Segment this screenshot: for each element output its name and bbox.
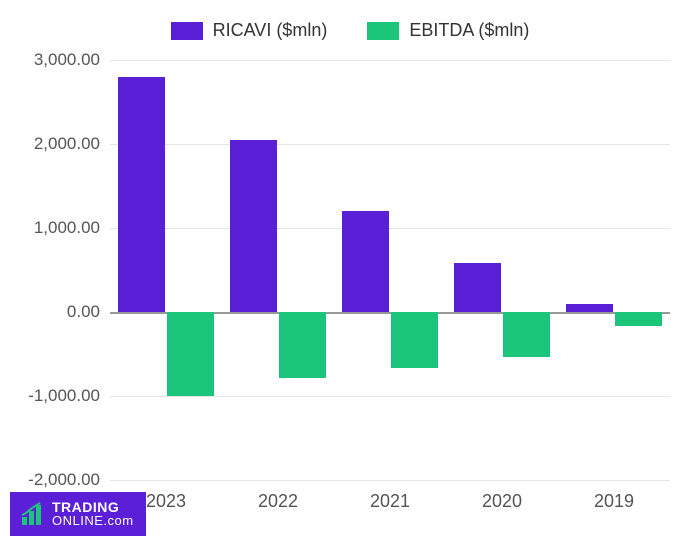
plot-area: -2,000.00-1,000.000.001,000.002,000.003,… [110,60,670,480]
financials-bar-chart: RICAVI ($mln) EBITDA ($mln) -2,000.00-1,… [0,0,700,550]
logo-text-line1: TRADING [52,500,134,515]
grid-line [110,396,670,397]
y-tick-label: 3,000.00 [0,50,100,70]
grid-line [110,228,670,229]
logo-bars-icon [20,501,44,527]
y-tick-label: -2,000.00 [0,470,100,490]
bar-ebitda [615,312,662,326]
y-tick-label: -1,000.00 [0,386,100,406]
legend-label-ricavi: RICAVI ($mln) [213,20,328,41]
x-tick-label: 2020 [482,491,522,512]
x-tick-label: 2019 [594,491,634,512]
legend: RICAVI ($mln) EBITDA ($mln) [0,20,700,41]
bar-ricavi [230,140,277,312]
x-tick-label: 2023 [146,491,186,512]
legend-item-ebitda: EBITDA ($mln) [367,20,529,41]
bar-ebitda [503,312,550,357]
x-tick-label: 2021 [370,491,410,512]
grid-line [110,144,670,145]
logo-text-line2: ONLINE.com [52,514,134,528]
bar-ricavi [342,211,389,312]
bar-ricavi [118,77,165,312]
legend-swatch-ricavi [171,22,203,40]
legend-label-ebitda: EBITDA ($mln) [409,20,529,41]
bar-ebitda [167,312,214,396]
bar-ebitda [391,312,438,368]
tradingonline-logo: TRADING ONLINE.com [10,492,146,536]
y-tick-label: 2,000.00 [0,134,100,154]
y-tick-label: 1,000.00 [0,218,100,238]
bar-ebitda [279,312,326,378]
bar-ricavi [454,263,501,312]
legend-item-ricavi: RICAVI ($mln) [171,20,328,41]
legend-swatch-ebitda [367,22,399,40]
x-tick-label: 2022 [258,491,298,512]
grid-line [110,60,670,61]
grid-line [110,480,670,481]
bar-ricavi [566,304,613,312]
y-tick-label: 0.00 [0,302,100,322]
